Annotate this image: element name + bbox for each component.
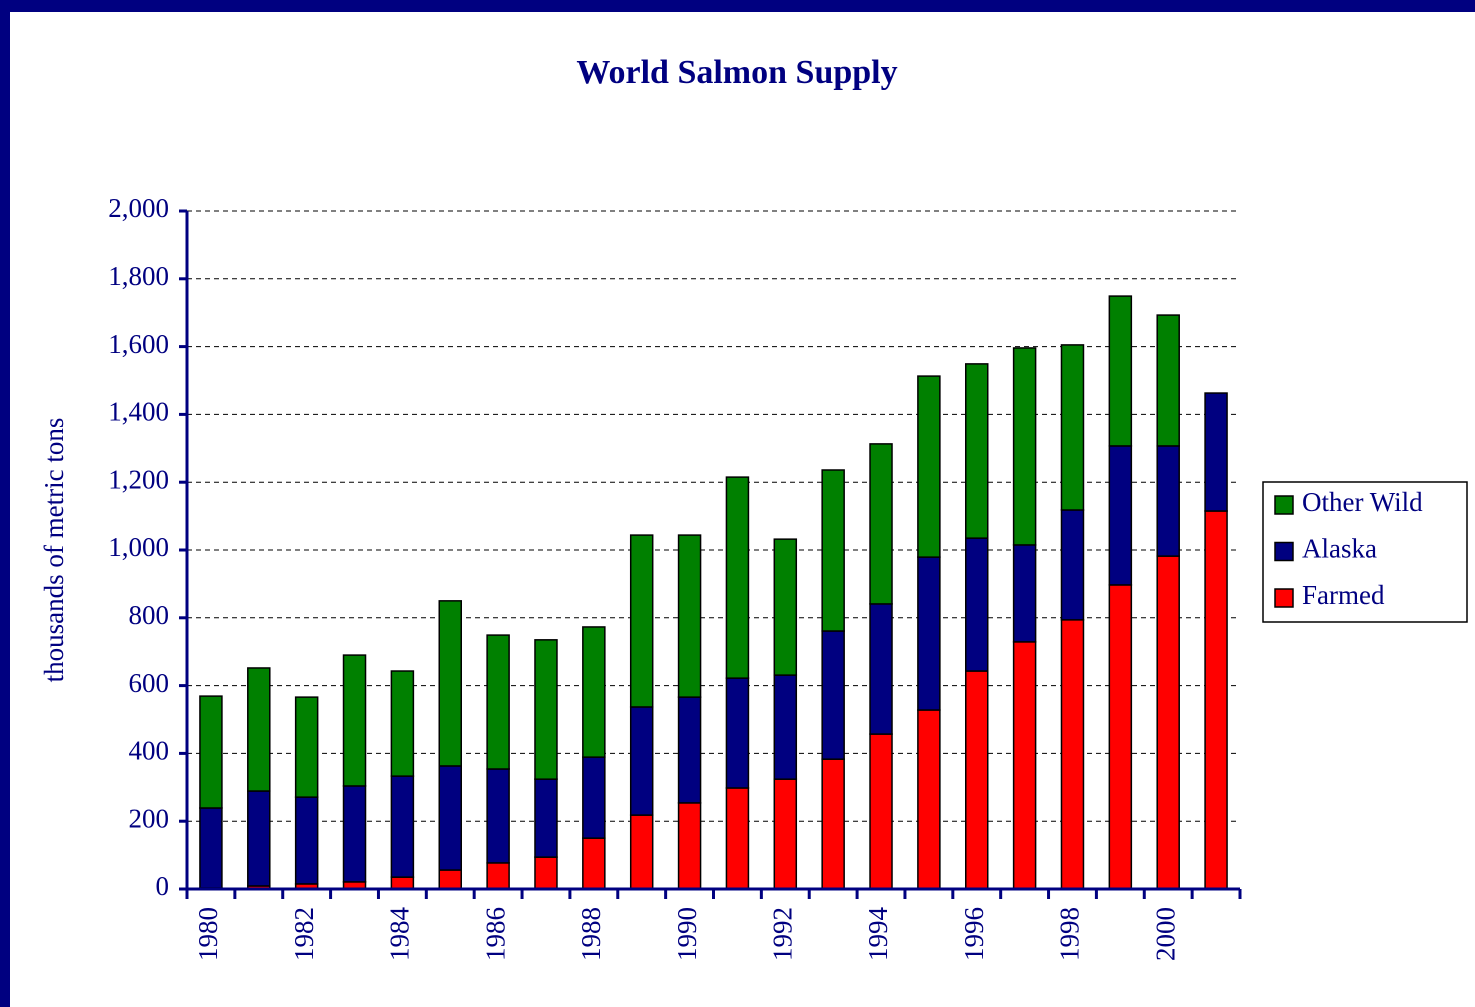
bar-segment: [821, 758, 845, 890]
x-tick-label: 1990: [672, 907, 702, 961]
bar-segment: [582, 837, 606, 890]
y-tick-label: 0: [156, 871, 170, 901]
bar-segment: [1060, 344, 1085, 511]
bar-segment: [390, 876, 415, 890]
bar-segment: [725, 476, 750, 679]
bar-segment: [821, 469, 845, 632]
bar-segment: [294, 696, 319, 798]
bar-segment: [294, 796, 319, 885]
bar-segment: [677, 534, 702, 698]
bar-segment: [390, 670, 415, 777]
bar-segment: [1204, 392, 1228, 512]
bar-segment: [486, 634, 510, 770]
y-tick-label: 1,000: [108, 532, 169, 562]
bar-segment: [869, 603, 893, 735]
bar-segment: [438, 765, 462, 871]
bar-segment: [1156, 555, 1180, 890]
y-tick-label: 800: [129, 600, 170, 630]
bar-segment: [773, 778, 798, 890]
y-tick-label: 1,800: [108, 261, 169, 291]
bar-segment: [1060, 619, 1085, 890]
bar-segment: [1204, 510, 1228, 890]
bar-segment: [199, 807, 223, 889]
y-tick-label: 1,600: [108, 329, 169, 359]
x-tick-label: 1988: [576, 907, 606, 961]
legend-box: [1262, 481, 1468, 623]
legend-label: Other Wild: [1302, 487, 1423, 517]
bar-segment: [773, 538, 798, 676]
x-tick-label: 1996: [959, 907, 989, 961]
x-tick-label: 1986: [480, 907, 510, 961]
bar-segment: [677, 696, 702, 804]
bar-segment: [773, 674, 798, 780]
bar-segment: [534, 856, 558, 890]
bar-segment: [534, 778, 558, 858]
bar-segment: [869, 733, 893, 890]
bar-segment: [1108, 295, 1133, 447]
x-tick-label: 1982: [289, 907, 319, 961]
bar-segment: [965, 670, 989, 890]
legend-swatch: [1274, 541, 1294, 562]
bar-segment: [486, 768, 510, 864]
bar-segment: [965, 537, 989, 672]
y-tick-label: 600: [129, 668, 170, 698]
bar-segment: [438, 869, 462, 890]
bar-segment: [965, 363, 989, 539]
legend-swatch: [1274, 495, 1294, 515]
legend-label: Farmed: [1302, 580, 1385, 610]
bar-segment: [486, 862, 510, 890]
x-tick-label: 1992: [767, 907, 797, 961]
bar-segment: [342, 785, 367, 883]
x-tick-label: 2000: [1150, 907, 1180, 961]
bar-segment: [677, 802, 702, 890]
bar-segment: [342, 654, 367, 787]
bar-segment: [582, 756, 606, 839]
bar-segment: [1108, 445, 1133, 586]
y-tick-label: 400: [129, 736, 170, 766]
bar-segment: [247, 667, 271, 792]
legend-swatch: [1274, 588, 1294, 608]
bar-segment: [821, 630, 845, 760]
bar-segment: [629, 706, 654, 816]
bar-segment: [725, 787, 750, 890]
bar-segment: [917, 709, 941, 890]
bar-segment: [582, 626, 606, 758]
bar-segment: [1156, 445, 1180, 557]
bar-segment: [1012, 347, 1037, 546]
x-tick-label: 1980: [193, 907, 223, 961]
bar-segment: [629, 534, 654, 708]
y-axis-label: thousands of metric tons: [39, 418, 69, 683]
bar-segment: [534, 639, 558, 780]
bar-segment: [247, 790, 271, 887]
y-tick-label: 2,000: [108, 193, 169, 223]
bar-segment: [1012, 544, 1037, 643]
y-tick-label: 1,200: [108, 464, 169, 494]
chart-title: World Salmon Supply: [576, 54, 897, 91]
bar-segment: [390, 775, 415, 878]
bar-segment: [199, 695, 223, 809]
bar-segment: [1012, 641, 1037, 890]
y-tick-label: 200: [129, 803, 170, 833]
bar-segment: [438, 600, 462, 767]
x-tick-label: 1994: [863, 907, 893, 962]
bar-segment: [629, 814, 654, 890]
bar-segment: [917, 556, 941, 711]
legend-label: Alaska: [1302, 534, 1377, 564]
bar-segment: [1156, 314, 1180, 447]
bar-segment: [1060, 509, 1085, 621]
x-tick-label: 1984: [385, 907, 415, 962]
x-tick-label: 1998: [1055, 907, 1085, 961]
bar-segment: [725, 677, 750, 789]
bar-segment: [1108, 584, 1133, 890]
bar-segment: [917, 375, 941, 558]
y-tick-label: 1,400: [108, 397, 169, 427]
bar-segment: [869, 443, 893, 605]
